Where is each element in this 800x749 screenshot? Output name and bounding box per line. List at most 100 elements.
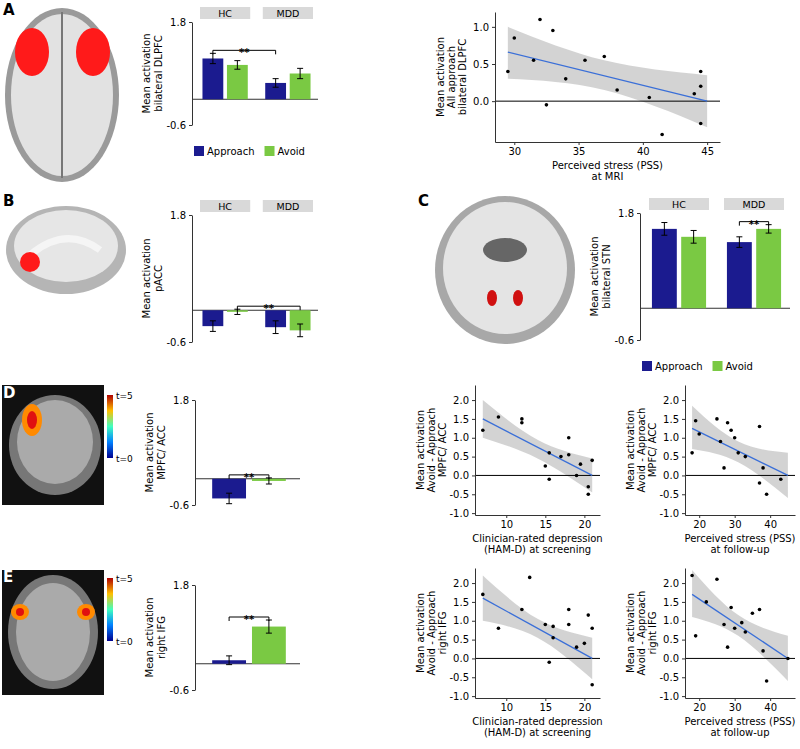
tick-label: -0.5: [449, 672, 469, 683]
facet-label: MDD: [276, 8, 299, 19]
axis-title: pACC: [153, 265, 164, 292]
tick-label: 20: [579, 702, 592, 713]
scatter-chart: 0.00.51.030354045Mean activationAll appr…: [435, 13, 721, 183]
bar: [727, 242, 752, 308]
tick-mark: [682, 475, 685, 476]
point: [704, 600, 708, 604]
point: [551, 29, 555, 33]
axis-line: [496, 142, 721, 143]
tick-mark: [637, 340, 640, 341]
point: [699, 122, 703, 126]
plot-area: [475, 400, 600, 496]
tick-label: 2.0: [663, 578, 679, 589]
scatter-chart: -1.0-0.50.00.51.01.52.0203040Mean activa…: [625, 386, 796, 556]
point: [660, 133, 664, 137]
error-bar: [273, 321, 279, 334]
axis-title: Clinician-rated depression: [472, 716, 602, 727]
point: [751, 611, 755, 615]
tick-label: 35: [573, 146, 586, 157]
bar: [227, 65, 248, 99]
tick-mark: [492, 27, 495, 28]
tick-label: 0.5: [473, 59, 489, 70]
error-bar: [736, 237, 742, 248]
tick-mark: [472, 438, 475, 439]
tick-label: 45: [701, 146, 714, 157]
facet-header: [263, 7, 313, 19]
colorbar-scale: [107, 578, 113, 641]
axis-title: MPFC/ ACC: [647, 423, 658, 478]
point: [586, 613, 590, 617]
point: [786, 657, 790, 661]
tick-mark: [579, 142, 580, 145]
panel-label: A: [3, 1, 15, 19]
point: [586, 492, 590, 496]
axis-line: [195, 586, 196, 691]
point: [583, 58, 587, 62]
error-bar: [226, 656, 232, 665]
tick-label: 20: [579, 519, 592, 530]
tick: 1.8: [173, 395, 195, 406]
tick-label: 1.8: [170, 210, 186, 221]
axis-title: bilateral DLPFC: [153, 35, 164, 111]
tick-mark: [492, 64, 495, 65]
x-axis: 203040: [686, 515, 796, 530]
brain-image: [20, 252, 40, 272]
colorbar-label: t=5: [116, 574, 133, 584]
tick-label: 40: [637, 146, 650, 157]
tick-mark: [472, 658, 475, 659]
bar-chart: HCMDD-0.61.8Mean activationpACC**: [141, 200, 318, 348]
tick: 1.5: [663, 597, 685, 608]
point: [722, 466, 726, 470]
point: [532, 58, 536, 62]
tick-mark: [472, 400, 475, 401]
point: [733, 436, 737, 440]
tick-label: -1.0: [659, 508, 679, 519]
tick-label: 10: [500, 519, 513, 530]
tick-label: 1.5: [663, 414, 679, 425]
tick-mark: [192, 400, 195, 401]
point: [567, 623, 571, 627]
tick-mark: [189, 342, 192, 343]
brain-image: [27, 411, 37, 429]
axis-title: Mean activation: [144, 598, 155, 678]
point: [590, 459, 594, 463]
point: [551, 625, 555, 629]
tick: -0.6: [614, 335, 640, 346]
tick: 40: [764, 698, 777, 713]
axis-line: [685, 386, 686, 516]
point: [586, 485, 590, 489]
tick: 0.0: [663, 653, 685, 664]
brain-image: [5, 8, 119, 182]
tick-label: 1.0: [663, 432, 679, 443]
point: [761, 649, 765, 653]
axis-line: [192, 23, 193, 126]
error-bar: [226, 493, 232, 504]
axis-title: Mean activation: [144, 413, 155, 493]
point: [692, 92, 696, 96]
tick-mark: [492, 101, 495, 102]
plot-area: [475, 576, 600, 687]
tick: 0.0: [453, 653, 475, 664]
axis-line: [192, 216, 193, 343]
tick: 1.0: [663, 432, 685, 443]
legend-swatch: [194, 146, 204, 156]
point: [736, 451, 740, 455]
point: [719, 440, 723, 444]
significance-label: **: [239, 47, 250, 58]
significance-label: **: [244, 472, 255, 483]
point: [722, 623, 726, 627]
point: [547, 660, 551, 664]
point: [715, 578, 719, 582]
tick: 30: [729, 515, 742, 530]
tick-label: -0.6: [166, 337, 186, 348]
tick-mark: [189, 22, 192, 23]
tick-label: -0.6: [169, 500, 189, 511]
fit-line: [692, 428, 788, 475]
point: [758, 481, 762, 485]
panel-label: B: [3, 192, 14, 210]
point: [690, 451, 694, 455]
tick-label: -0.5: [659, 672, 679, 683]
tick-mark: [682, 457, 685, 458]
point: [481, 428, 485, 432]
tick-label: -1.0: [449, 508, 469, 519]
